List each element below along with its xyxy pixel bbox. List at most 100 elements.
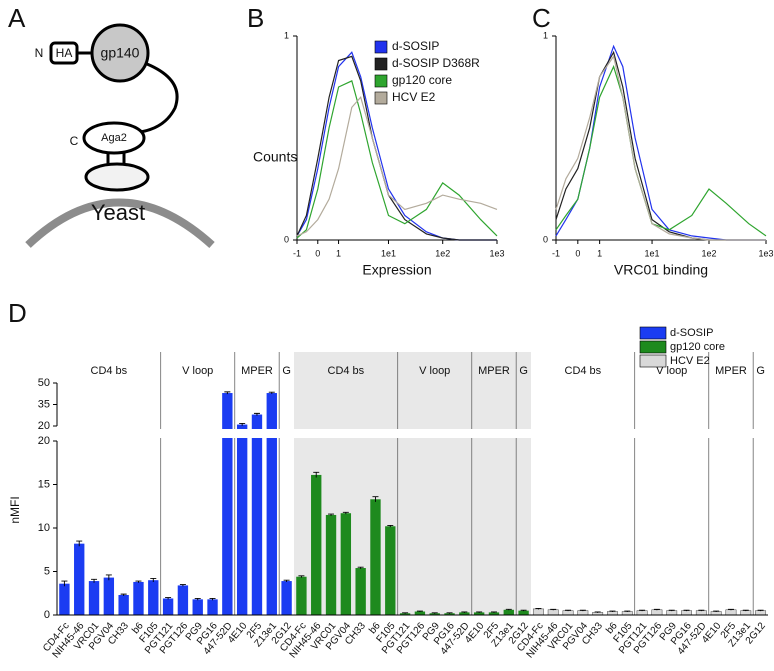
legend-swatch bbox=[639, 326, 667, 340]
error-bar bbox=[416, 610, 423, 612]
histogram-line bbox=[555, 54, 766, 241]
x-tick-label: 1 bbox=[336, 248, 341, 258]
c-terminus: C bbox=[70, 134, 79, 148]
error-bar bbox=[624, 610, 631, 612]
aga1 bbox=[84, 162, 150, 192]
group-label: MPER bbox=[241, 365, 273, 377]
legend-label: HCV E2 bbox=[670, 355, 710, 367]
bar bbox=[385, 526, 396, 615]
error-bar bbox=[357, 566, 364, 569]
error-bar bbox=[609, 610, 616, 612]
error-bar bbox=[253, 412, 260, 416]
bar bbox=[162, 598, 174, 615]
bar bbox=[148, 580, 159, 615]
error-bar bbox=[490, 611, 497, 613]
error-bar bbox=[105, 574, 112, 581]
bar bbox=[74, 543, 85, 615]
error-bar bbox=[209, 598, 216, 601]
legend-swatch bbox=[374, 40, 388, 54]
error-bar bbox=[431, 612, 438, 614]
legend-swatch bbox=[374, 57, 388, 71]
y-tick-label: 20 bbox=[38, 435, 50, 447]
histogram-line bbox=[296, 95, 498, 237]
y-tick-label: 10 bbox=[38, 522, 50, 534]
error-bar bbox=[727, 608, 734, 611]
error-bar bbox=[194, 598, 201, 601]
group-label: MPER bbox=[715, 365, 747, 377]
bar bbox=[251, 414, 263, 615]
bar bbox=[636, 610, 648, 616]
y-tick-label: 15 bbox=[38, 478, 50, 490]
bar bbox=[177, 585, 189, 615]
bar bbox=[325, 514, 337, 615]
bar bbox=[399, 613, 411, 615]
y-tick-label: 0 bbox=[543, 234, 548, 244]
bar bbox=[740, 610, 752, 616]
error-bar bbox=[742, 609, 749, 612]
bar bbox=[607, 611, 618, 616]
error-bar bbox=[165, 597, 172, 600]
histogram-line bbox=[555, 50, 766, 241]
bar bbox=[281, 581, 292, 615]
legend-label: HCV E2 bbox=[392, 90, 436, 104]
bar bbox=[755, 610, 767, 616]
bar bbox=[488, 612, 500, 615]
bar bbox=[355, 568, 366, 615]
x-tick-label: 0 bbox=[575, 248, 580, 258]
bar bbox=[577, 610, 589, 616]
error-bar bbox=[239, 422, 246, 426]
bar bbox=[532, 608, 544, 616]
bar bbox=[296, 576, 307, 615]
histogram-line bbox=[296, 80, 498, 239]
cell-label: Yeast bbox=[91, 200, 145, 225]
bar bbox=[695, 610, 707, 616]
bar bbox=[192, 599, 203, 615]
error-bar bbox=[639, 609, 646, 612]
bar bbox=[562, 610, 574, 616]
bar bbox=[473, 612, 485, 615]
error-bar bbox=[402, 612, 409, 614]
panel-label: B bbox=[247, 3, 264, 33]
x-tick-label: 1 bbox=[597, 248, 602, 258]
x-tick-label: -1 bbox=[552, 248, 560, 258]
bar bbox=[710, 611, 722, 616]
bar bbox=[103, 577, 115, 615]
bar bbox=[681, 610, 692, 616]
group-label: V loop bbox=[182, 365, 213, 377]
error-bar bbox=[179, 584, 186, 587]
bar bbox=[207, 599, 218, 615]
y-tick-label: 0 bbox=[284, 234, 289, 244]
legend-label: d-SOSIP bbox=[392, 39, 439, 53]
x-tick-label: -1 bbox=[293, 248, 301, 258]
bar bbox=[547, 609, 559, 616]
legend-label: gp120 core bbox=[392, 73, 452, 87]
error-bar bbox=[520, 609, 527, 612]
panel-label: A bbox=[8, 3, 26, 33]
bar bbox=[236, 424, 248, 615]
group-label: CD4 bs bbox=[91, 365, 128, 377]
cell-wall bbox=[25, 198, 215, 248]
legend-swatch bbox=[639, 340, 667, 354]
group-label: G bbox=[756, 365, 765, 377]
bar bbox=[518, 610, 529, 615]
bar bbox=[118, 594, 129, 615]
error-bar bbox=[713, 610, 720, 612]
error-bar bbox=[91, 578, 98, 583]
error-bar bbox=[653, 608, 660, 611]
group-label: MPER bbox=[478, 365, 510, 377]
bar bbox=[266, 393, 277, 615]
y-tick-label: 1 bbox=[543, 30, 548, 40]
error-bar bbox=[150, 578, 157, 582]
x-tick-label: 0 bbox=[315, 248, 320, 258]
y-axis-label: Counts bbox=[253, 149, 297, 165]
bar bbox=[621, 611, 633, 616]
error-bar bbox=[446, 612, 453, 614]
y-tick-label: 1 bbox=[284, 30, 289, 40]
y-tick-label: 20 bbox=[38, 420, 50, 432]
panel-label: C bbox=[532, 3, 551, 33]
error-bar bbox=[579, 609, 586, 612]
histogram-line bbox=[555, 64, 767, 237]
group-label: V loop bbox=[419, 365, 450, 377]
legend-swatch bbox=[639, 354, 667, 368]
error-bar bbox=[387, 524, 394, 528]
